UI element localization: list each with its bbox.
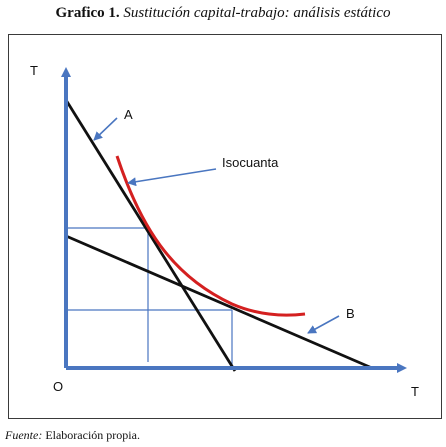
y-axis-label: T bbox=[30, 63, 38, 78]
source-prefix: Fuente: bbox=[5, 428, 43, 442]
isocost-line-a bbox=[64, 99, 237, 372]
pointer-arrow-b bbox=[307, 315, 340, 334]
diagram-frame bbox=[8, 34, 442, 419]
figure-number: Grafico 1. bbox=[55, 5, 120, 21]
figure-title-text: Sustitución capital-trabajo: análisis es… bbox=[123, 5, 391, 21]
pointer-arrow-a bbox=[93, 117, 118, 141]
isocost-line-b bbox=[65, 234, 373, 370]
line-a-label: A bbox=[124, 107, 133, 122]
source-text: Elaboración propia. bbox=[45, 428, 140, 442]
line-b-label: B bbox=[346, 306, 355, 321]
x-axis-label: T bbox=[411, 384, 419, 399]
isoquant-curve bbox=[115, 155, 306, 317]
figure-title: Grafico 1. Sustitución capital-trabajo: … bbox=[0, 5, 446, 22]
pointer-arrow-isoquant bbox=[127, 168, 217, 187]
figure-source: Fuente: Elaboración propia. bbox=[5, 428, 140, 443]
isoquant-label: Isocuanta bbox=[222, 155, 279, 170]
origin-label: O bbox=[53, 379, 63, 394]
